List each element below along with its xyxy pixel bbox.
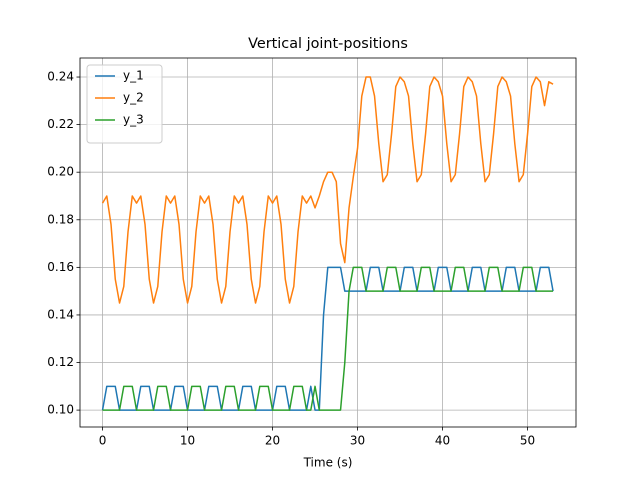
x-axis-label: Time (s) <box>303 456 353 470</box>
y-tick-label: 0.22 <box>47 117 74 131</box>
y-tick-label: 0.12 <box>47 355 74 369</box>
y-tick-label: 0.14 <box>47 307 74 321</box>
x-tick-label: 10 <box>180 434 195 448</box>
y-tick-label: 0.10 <box>47 403 74 417</box>
legend-box <box>86 64 163 144</box>
y-tick-label: 0.16 <box>47 260 74 274</box>
y-tick-label: 0.24 <box>47 70 74 84</box>
x-tick-label: 40 <box>435 434 450 448</box>
x-tick-label: 20 <box>265 434 280 448</box>
legend-label: y_2 <box>123 91 144 105</box>
x-tick-label: 30 <box>350 434 365 448</box>
y-tick-label: 0.20 <box>47 165 74 179</box>
legend-label: y_3 <box>123 113 144 127</box>
x-tick-label: 0 <box>99 434 107 448</box>
line-series <box>102 266 554 411</box>
line-series <box>101 266 554 411</box>
line-series <box>101 76 554 304</box>
chart-title: Vertical joint-positions <box>248 36 408 52</box>
y-tick-label: 0.18 <box>47 212 74 226</box>
x-tick-label: 50 <box>520 434 535 448</box>
plot-frame <box>79 57 577 428</box>
legend-label: y_1 <box>123 69 144 83</box>
